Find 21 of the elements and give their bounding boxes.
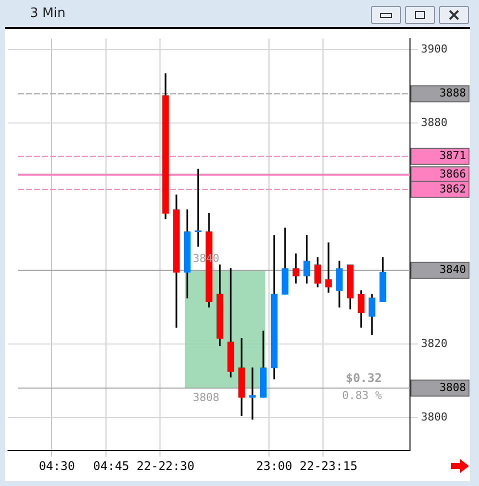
x-tick-label: 04:30 (38, 458, 75, 473)
annotation: $0.32 (346, 371, 382, 386)
x-tick-label: 23:00 (256, 458, 292, 473)
y-tick-label: 3880 (421, 116, 448, 130)
chart-title: 3 Min (30, 6, 66, 21)
x-tick-label: 22-22:30 (136, 458, 194, 473)
x-tick-label: 04:45 (93, 458, 130, 473)
x-tick-label: 22-23:15 (300, 458, 358, 473)
ref-line-label: 3840 (440, 263, 466, 276)
y-tick-label: 3800 (421, 410, 448, 424)
y-tick-label: 3820 (421, 336, 448, 350)
ref-line-label: 3871 (440, 149, 466, 162)
y-tick-label: 3900 (421, 42, 448, 56)
candlestick (325, 242, 332, 293)
ref-line-label: 3862 (440, 182, 466, 196)
annotation: 0.83 % (342, 388, 382, 402)
ref-line-label: 3888 (440, 86, 466, 100)
ref-line-label: 3808 (440, 380, 466, 394)
candlestick (249, 368, 256, 420)
annotation: 3808 (192, 390, 220, 404)
ref-line-label: 3866 (440, 168, 466, 181)
